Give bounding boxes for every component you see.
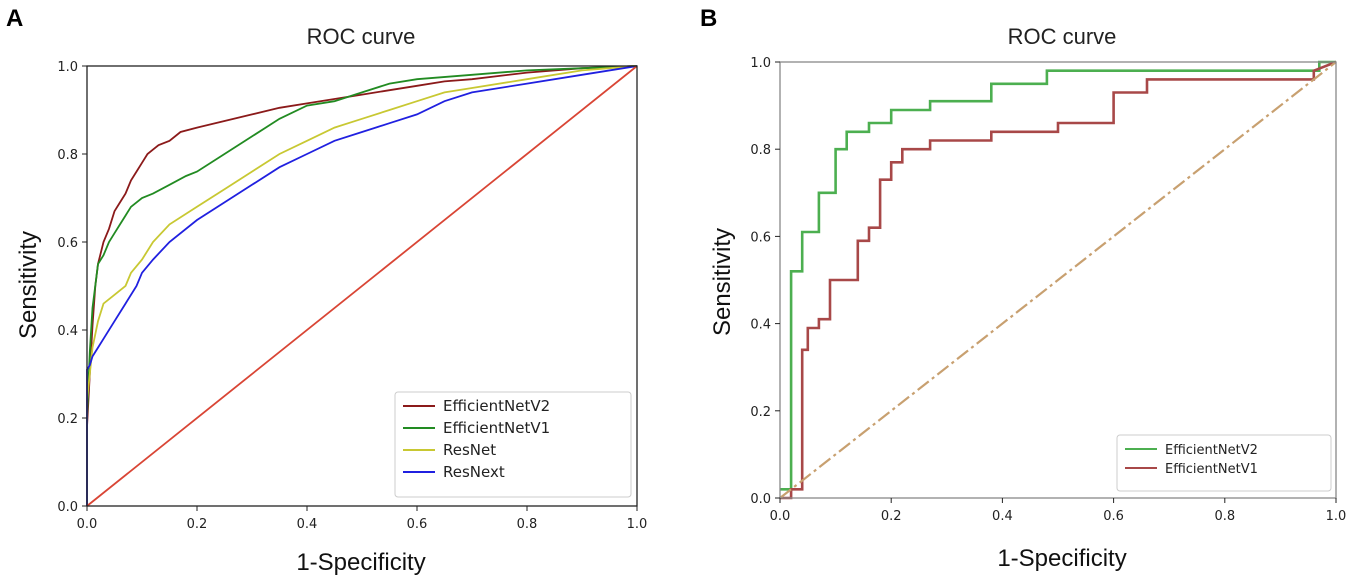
legend: EfficientNetV2 EfficientNetV1 [1116,434,1332,492]
x-tick-label: 0.8 [517,517,538,532]
panel-a-plot-area: 0.0 0.2 0.4 0.6 0.8 1.0 0.0 0.2 0.4 0.6 0.8 1.0 Effi… [57,60,647,532]
panel-b-x-axis-label: 1-Specificity [997,545,1126,572]
legend-box [394,391,632,498]
series-line-diagonal [86,65,638,507]
panel-b: B ROC curve 1-Specificity Sensitivity 0.… [700,5,1346,572]
x-tick-label: 0.6 [407,517,428,532]
panel-b-letter: B [700,5,717,32]
legend: EfficientNetV2 EfficientNetV1 ResNet ResNex… [394,391,632,498]
legend-label: EfficientNetV2 [1165,443,1258,458]
y-tick-label: 0.6 [750,230,771,245]
panel-b-y-axis-label: Sensitivity [709,228,736,336]
x-tick-label: 0.2 [187,517,208,532]
y-tick-label: 0.4 [750,318,771,333]
series-line-efficientnetv2 [780,60,1336,491]
legend-label: EfficientNetV1 [1165,462,1258,477]
series-line-efficientnetv1 [86,65,638,506]
y-tick-label: 0.0 [750,492,771,507]
y-tick-label: 0.8 [57,148,78,163]
legend-label: EfficientNetV2 [443,397,550,415]
x-tick-label: 0.4 [992,509,1013,524]
x-tick-label: 1.0 [627,517,648,532]
x-tick-label: 0.6 [1103,509,1124,524]
series-line-efficientnetv1 [780,60,1337,500]
series-line-resnet [86,65,638,506]
series-line-diagonal [779,61,1337,499]
x-tick-label: 0.2 [881,509,902,524]
panel-b-plot-area: 0.0 0.2 0.4 0.6 0.8 1.0 0.0 0.2 0.4 0.6 0.8 1.0 Effi… [750,56,1346,524]
y-tick-label: 1.0 [750,56,771,71]
plot-frame [86,65,638,507]
y-tick-label: 1.0 [57,60,78,75]
panel-a: A ROC curve 1-Specificity Sensitivity 0.… [6,5,647,576]
panel-a-letter: A [6,5,23,32]
x-tick-label: 0.4 [297,517,318,532]
x-tick-label: 1.0 [1326,509,1347,524]
y-tick-label: 0.0 [57,500,78,515]
y-tick-label: 0.2 [750,405,771,420]
panel-b-title: ROC curve [1008,24,1117,49]
panel-a-title: ROC curve [307,24,416,49]
plot-frame [779,61,1337,499]
series-line-efficientnetv2 [86,65,638,506]
y-tick-label: 0.6 [57,236,78,251]
panel-a-y-axis-label: Sensitivity [15,231,42,339]
x-tick-label: 0.0 [77,517,98,532]
y-tick-label: 0.2 [57,412,78,427]
legend-box [1116,434,1332,492]
legend-label: ResNext [443,463,505,481]
y-tick-label: 0.8 [750,143,771,158]
legend-label: EfficientNetV1 [443,419,550,437]
x-tick-label: 0.0 [770,509,791,524]
y-tick-label: 0.4 [57,324,78,339]
legend-label: ResNet [443,441,496,459]
panel-a-x-axis-label: 1-Specificity [296,549,425,576]
x-tick-label: 0.8 [1214,509,1235,524]
series-line-resnext [86,65,638,506]
